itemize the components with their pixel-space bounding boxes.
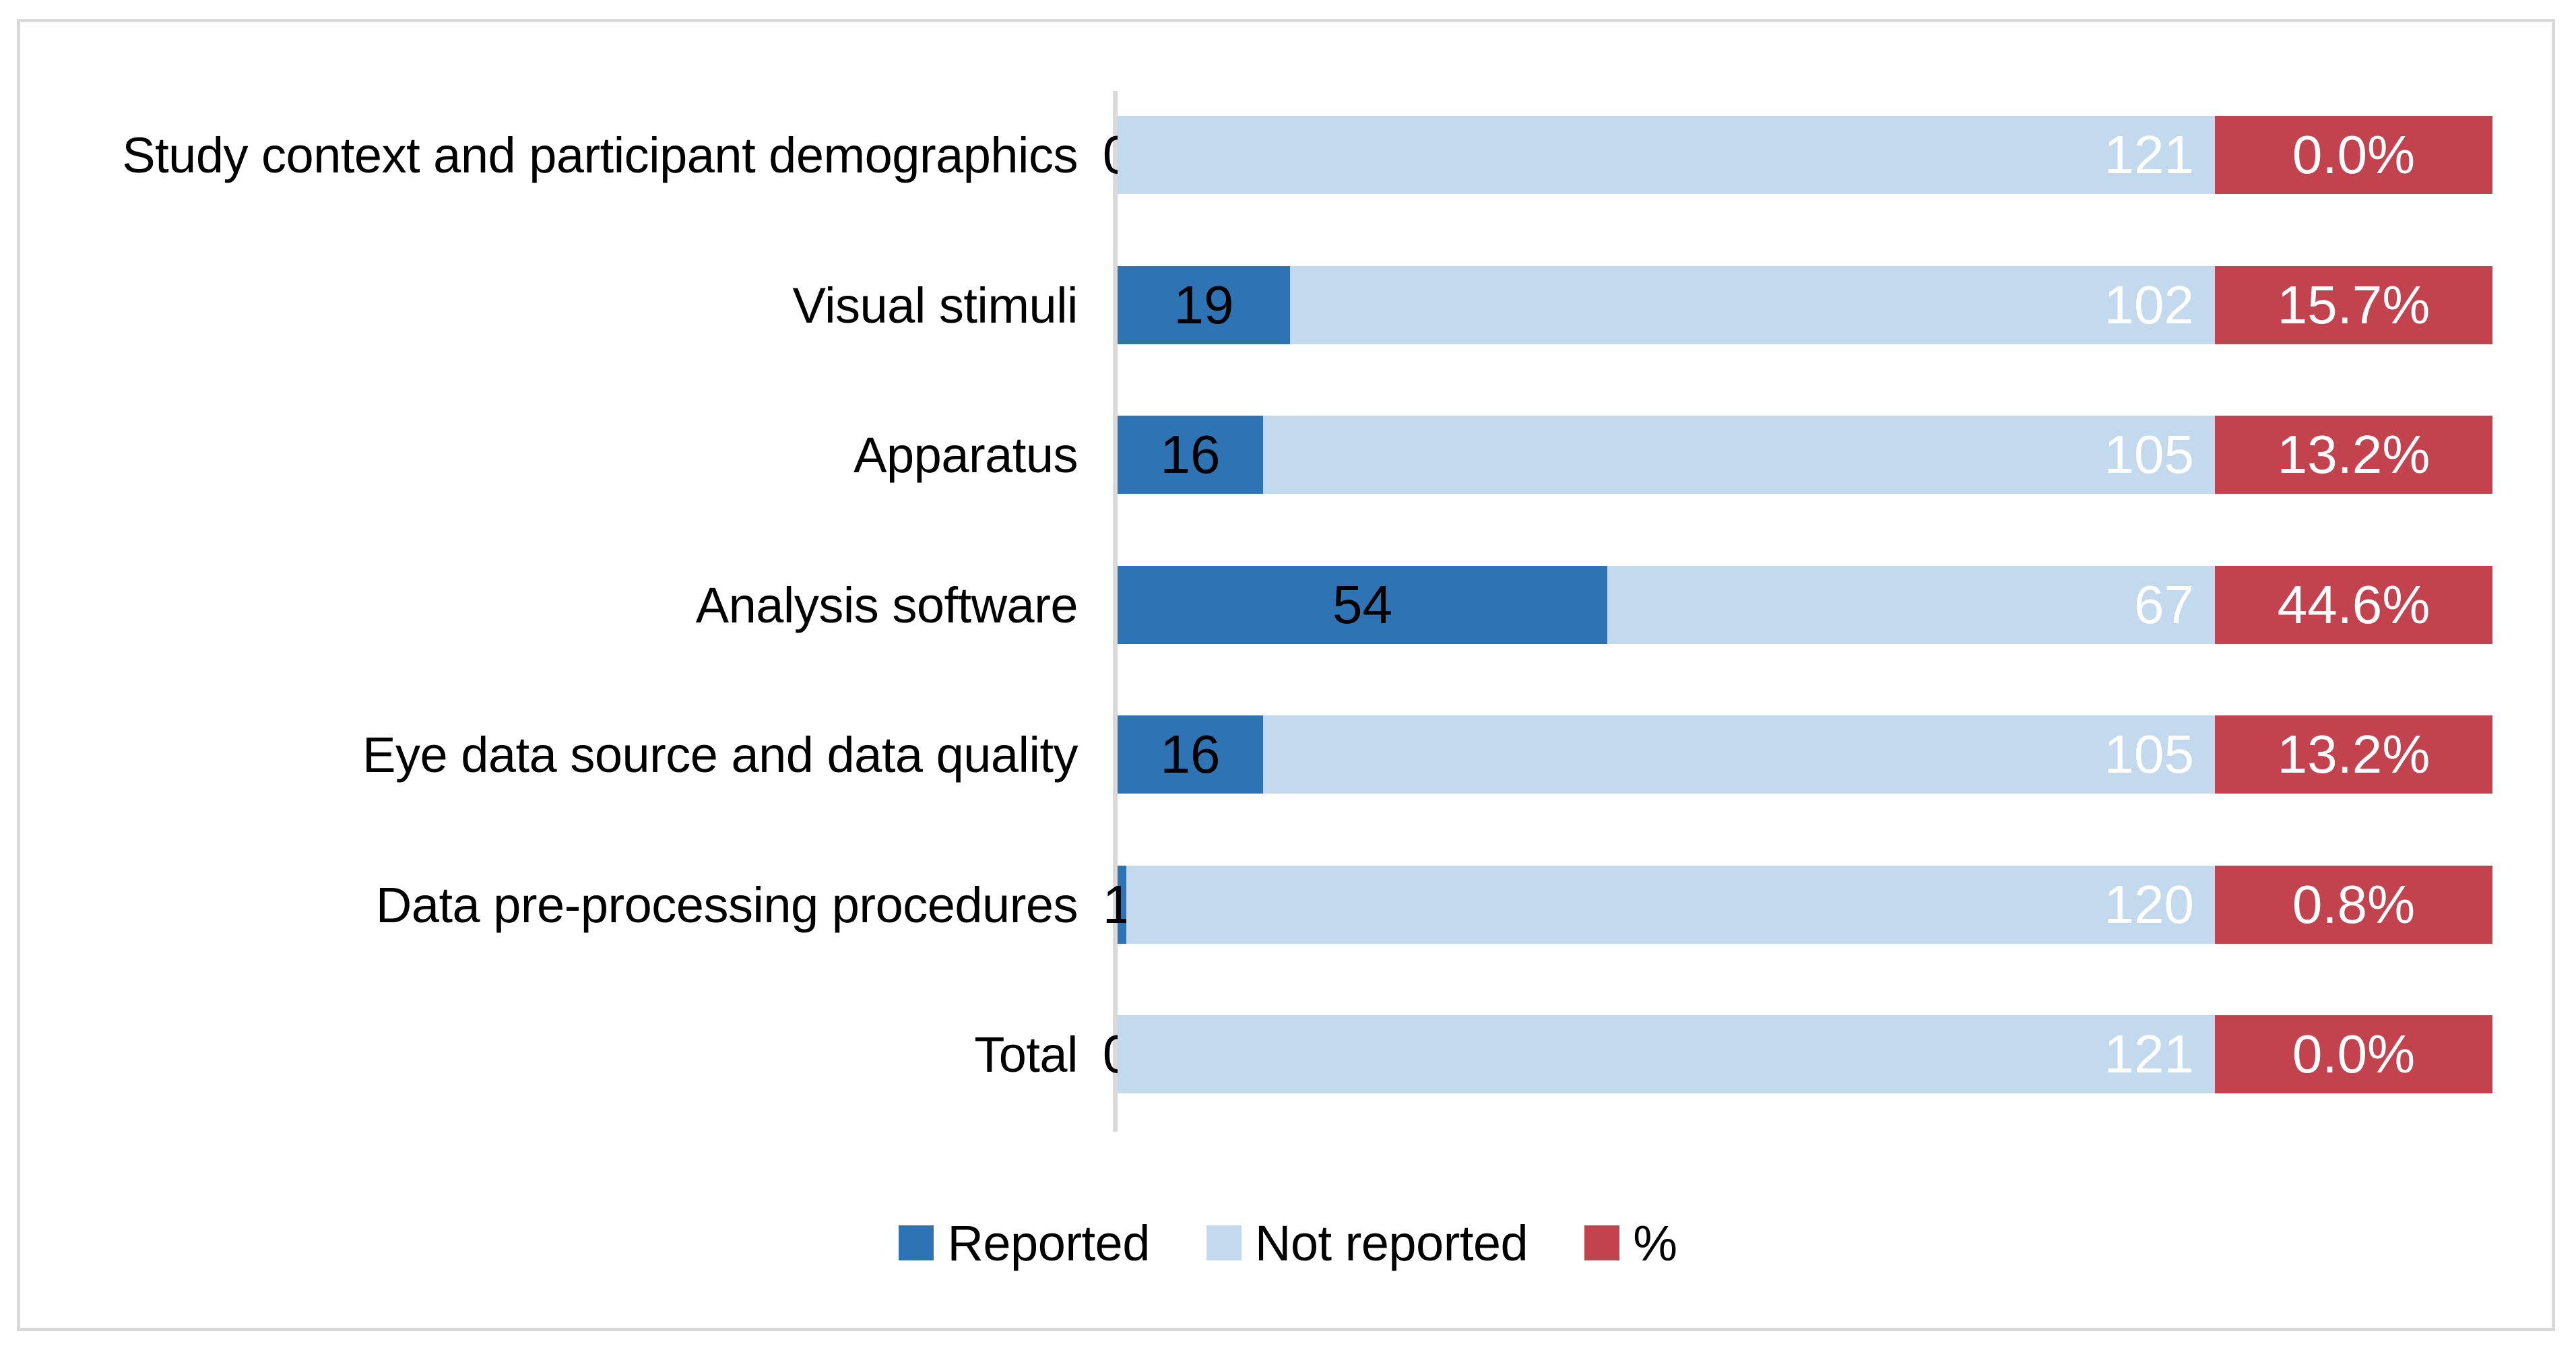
- chart-border-frame: [17, 19, 2555, 1331]
- percent-segment: 15.7%: [2215, 266, 2492, 344]
- legend-swatch-percent: [1584, 1225, 1620, 1260]
- bar-row: Visual stimuli 19 102 15.7%: [0, 266, 2576, 344]
- category-label: Apparatus: [854, 426, 1078, 483]
- not-reported-value-label: 105: [2104, 724, 2194, 784]
- percent-value-label: 0.0%: [2292, 1024, 2416, 1084]
- legend-item: Reported: [899, 1215, 1150, 1272]
- legend-item: Not reported: [1206, 1215, 1528, 1272]
- percent-value-label: 0.8%: [2292, 874, 2416, 934]
- legend: Reported Not reported%: [0, 1206, 2576, 1280]
- reported-segment: [1118, 866, 1126, 944]
- reported-value-label: 54: [1332, 575, 1392, 635]
- percent-segment: 13.2%: [2215, 715, 2492, 794]
- reported-segment: 19: [1118, 266, 1290, 344]
- percent-value-label: 13.2%: [2277, 724, 2430, 784]
- percent-value-label: 0.0%: [2292, 125, 2416, 185]
- legend-item-label: Reported: [947, 1215, 1150, 1271]
- percent-value-label: 13.2%: [2277, 424, 2430, 484]
- not-reported-segment: 105: [1263, 715, 2216, 794]
- not-reported-value-label: 102: [2104, 275, 2194, 335]
- legend-item-label: %: [1633, 1215, 1677, 1271]
- percent-segment: 0.0%: [2215, 116, 2492, 194]
- not-reported-segment: 120: [1126, 866, 2216, 944]
- reported-value-label: 19: [1173, 275, 1234, 335]
- not-reported-segment: 102: [1290, 266, 2216, 344]
- category-label: Eye data source and data quality: [362, 726, 1078, 783]
- not-reported-value-label: 121: [2104, 1024, 2194, 1084]
- percent-segment: 44.6%: [2215, 566, 2492, 644]
- bar-row: Eye data source and data quality 16 105 13.…: [0, 715, 2576, 794]
- reported-segment: 54: [1118, 566, 1607, 644]
- bar-row: Apparatus 16 105 13.2%: [0, 416, 2576, 494]
- reported-segment: 16: [1118, 715, 1263, 794]
- bar-row: Total01210.0%: [0, 1015, 2576, 1093]
- not-reported-segment: 121: [1118, 1015, 2216, 1093]
- not-reported-value-label: 120: [2104, 874, 2194, 934]
- reported-segment: 16: [1118, 416, 1263, 494]
- percent-value-label: 15.7%: [2277, 275, 2430, 335]
- category-label: Total: [974, 1026, 1078, 1083]
- not-reported-value-label: 67: [2134, 575, 2194, 635]
- legend-swatch-reported: [899, 1225, 934, 1260]
- not-reported-segment: 67: [1607, 566, 2216, 644]
- category-label: Study context and participant demographi…: [122, 127, 1078, 183]
- percent-segment: 0.8%: [2215, 866, 2492, 944]
- not-reported-value-label: 121: [2104, 125, 2194, 185]
- not-reported-segment: 121: [1118, 116, 2216, 194]
- reported-value-label: 16: [1160, 724, 1221, 784]
- percent-segment: 0.0%: [2215, 1015, 2492, 1093]
- percent-value-label: 44.6%: [2277, 575, 2430, 635]
- bar-row: Study context and participant demographi…: [0, 116, 2576, 194]
- percent-segment: 13.2%: [2215, 416, 2492, 494]
- category-label: Visual stimuli: [792, 277, 1078, 333]
- not-reported-value-label: 105: [2104, 424, 2194, 484]
- y-axis-line: [1113, 91, 1118, 1132]
- legend-swatch-not-reported: [1206, 1225, 1242, 1260]
- category-label: Analysis software: [695, 577, 1078, 633]
- legend-item-label: Not reported: [1254, 1215, 1528, 1271]
- reported-value-label: 16: [1160, 424, 1221, 484]
- category-label: Data pre-processing procedures: [375, 876, 1078, 933]
- not-reported-segment: 105: [1263, 416, 2216, 494]
- legend-item: %: [1584, 1215, 1677, 1272]
- bar-row: Analysis software 54 67 44.6%: [0, 566, 2576, 644]
- bar-row: Data pre-processing procedures 1 120 0.8%: [0, 866, 2576, 944]
